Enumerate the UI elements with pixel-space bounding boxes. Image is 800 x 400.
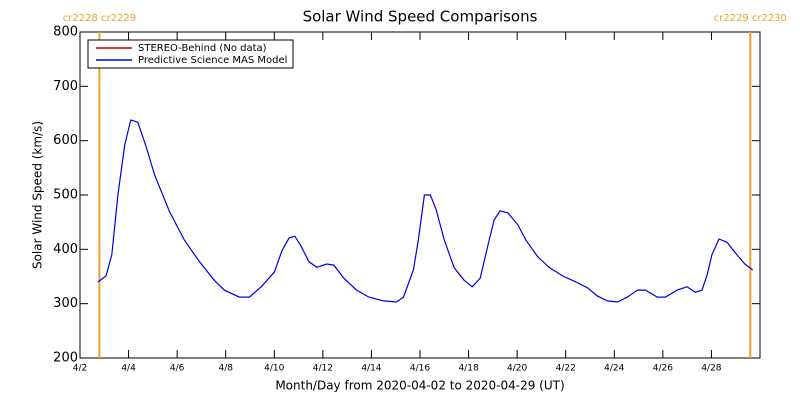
x-tick-label: 4/22 <box>556 364 576 374</box>
y-tick-label: 500 <box>53 188 78 203</box>
legend-label: STEREO-Behind (No data) <box>138 43 267 54</box>
y-axis-label: Solar Wind Speed (km/s) <box>31 121 45 269</box>
carrington-label: cr2229 cr2230 <box>714 13 787 24</box>
x-tick-label: 4/16 <box>410 364 430 374</box>
x-tick-label: 4/8 <box>218 364 233 374</box>
y-tick-label: 400 <box>53 242 78 257</box>
x-tick-label: 4/6 <box>170 364 185 374</box>
y-tick-label: 200 <box>53 351 78 366</box>
x-tick-label: 4/20 <box>507 364 527 374</box>
x-tick-label: 4/28 <box>701 364 721 374</box>
x-tick-label: 4/2 <box>73 364 87 374</box>
x-axis-label: Month/Day from 2020-04-02 to 2020-04-29 … <box>275 379 564 393</box>
legend-box <box>87 39 294 69</box>
chart-title: Solar Wind Speed Comparisons <box>303 8 538 26</box>
data-line <box>97 119 754 303</box>
x-tick-label: 4/12 <box>313 364 333 374</box>
y-tick-label: 700 <box>53 79 78 94</box>
x-tick-label: 4/10 <box>264 364 284 374</box>
legend-label: Predictive Science MAS Model <box>138 55 287 66</box>
carrington-label: cr2228 cr2229 <box>63 13 136 24</box>
x-tick-label: 4/4 <box>121 364 136 374</box>
y-tick-label: 300 <box>53 296 78 311</box>
plot-frame <box>79 31 761 359</box>
y-tick-label: 800 <box>53 25 78 40</box>
y-tick-label: 600 <box>53 133 78 148</box>
x-tick-label: 4/18 <box>458 364 478 374</box>
x-tick-label: 4/14 <box>361 364 381 374</box>
x-tick-label: 4/26 <box>653 364 673 374</box>
x-tick-label: 4/24 <box>604 364 624 374</box>
